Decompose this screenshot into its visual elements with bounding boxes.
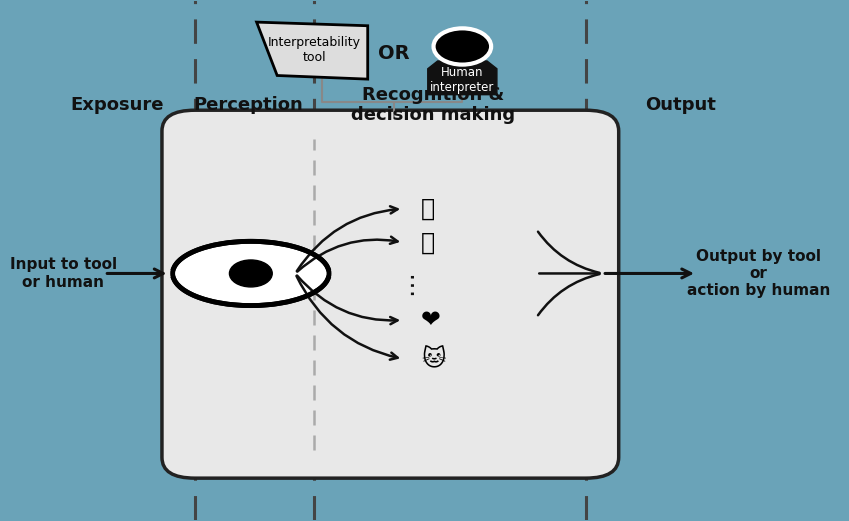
Polygon shape <box>428 61 497 95</box>
Polygon shape <box>256 22 368 79</box>
Text: OR: OR <box>378 44 410 63</box>
Text: Recognition &
decision making: Recognition & decision making <box>351 85 515 125</box>
Text: Output: Output <box>645 96 716 114</box>
Text: Perception: Perception <box>194 96 303 114</box>
Text: Input to tool
or human: Input to tool or human <box>9 257 117 290</box>
Circle shape <box>229 260 273 287</box>
Text: Output by tool
or
action by human: Output by tool or action by human <box>687 249 830 299</box>
Ellipse shape <box>172 241 329 306</box>
Text: Interpretability
tool: Interpretability tool <box>267 35 361 64</box>
Text: 📎: 📎 <box>421 197 436 221</box>
Text: Exposure: Exposure <box>70 96 164 114</box>
Text: 🎭: 🎭 <box>421 230 436 254</box>
Text: ⋯: ⋯ <box>399 270 424 295</box>
Circle shape <box>434 28 491 65</box>
Text: 🐱: 🐱 <box>421 347 446 371</box>
Text: ❤️: ❤️ <box>421 308 441 332</box>
Text: Human
interpreter: Human interpreter <box>430 66 494 94</box>
FancyBboxPatch shape <box>162 110 619 478</box>
